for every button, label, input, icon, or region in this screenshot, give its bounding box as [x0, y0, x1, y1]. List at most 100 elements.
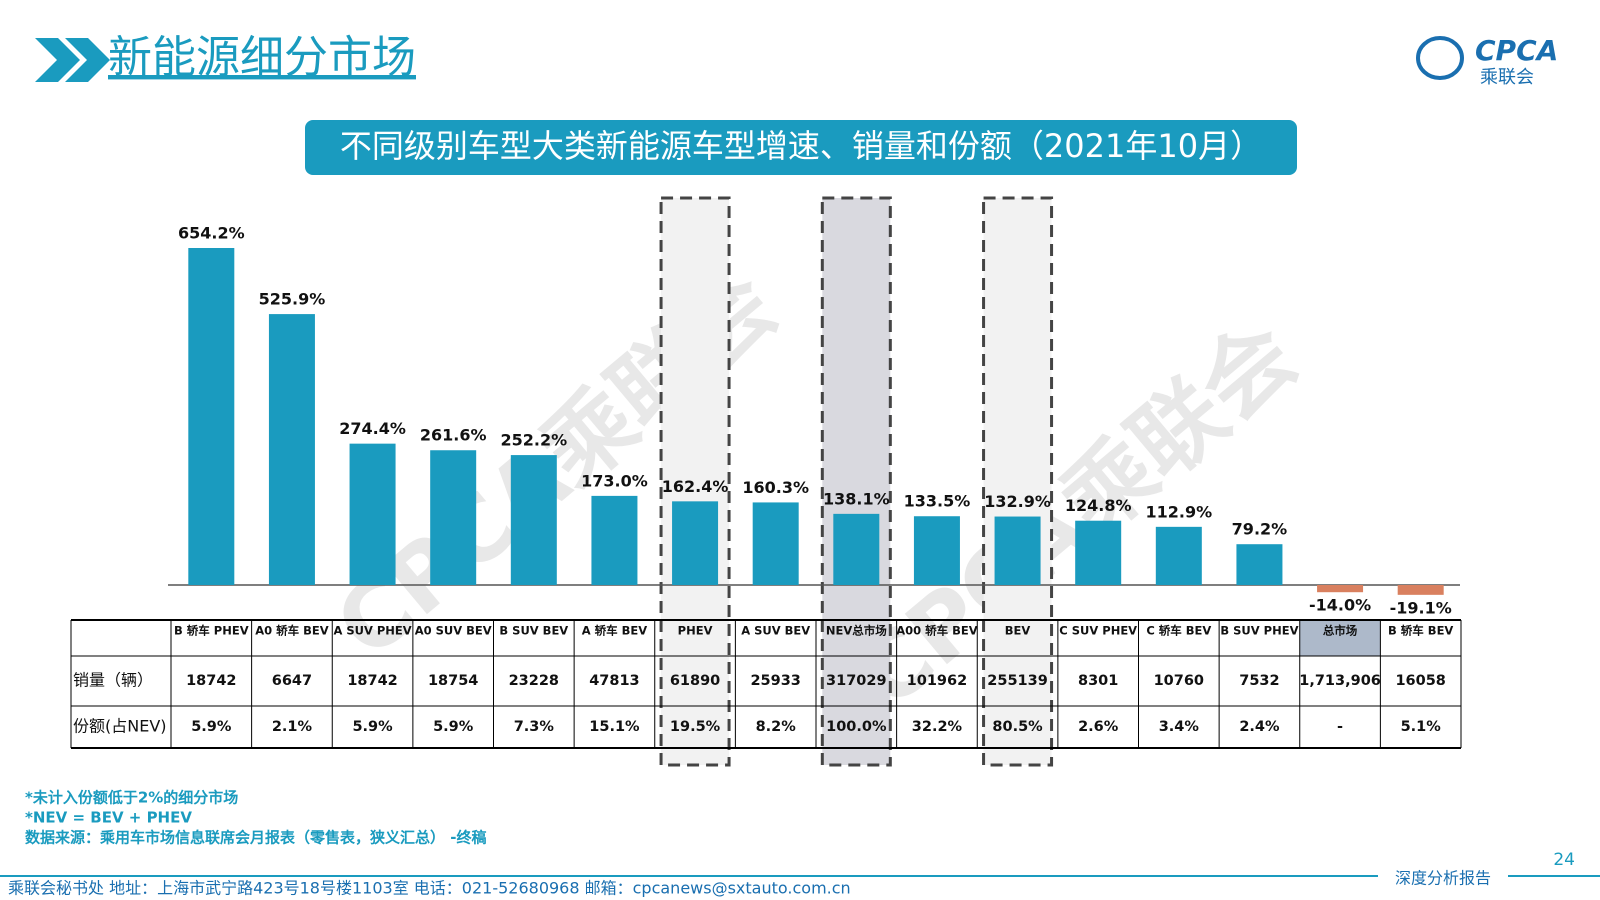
table-cell: 2.6%: [1078, 719, 1119, 735]
footnote: *NEV = BEV + PHEV: [25, 809, 192, 827]
bar: [188, 248, 235, 585]
table-header-cell: [1299, 620, 1381, 656]
column-header: A SUV BEV: [741, 624, 810, 638]
table-cell: 2.1%: [272, 719, 313, 735]
table-cell: 47813: [589, 673, 639, 689]
table-cell: 16058: [1395, 673, 1445, 689]
logo-text: CPCA: [1475, 34, 1558, 67]
bar: [1397, 585, 1444, 595]
value-label: 173.0%: [581, 471, 648, 490]
table-cell: 7532: [1239, 673, 1279, 689]
bar: [994, 516, 1041, 585]
table-cell: 5.9%: [352, 719, 393, 735]
bar: [349, 443, 396, 585]
page-title: 新能源细分市场: [108, 32, 416, 83]
value-label: 124.8%: [1065, 496, 1132, 515]
column-header: A0 轿车 BEV: [255, 624, 329, 638]
column-header: A 轿车 BEV: [582, 624, 648, 638]
column-header: BEV: [1005, 624, 1031, 638]
bar: [1236, 544, 1283, 585]
table-cell: 101962: [907, 673, 968, 689]
bar: [833, 513, 880, 585]
table-cell: 18754: [428, 673, 478, 689]
footer-report: 深度分析报告: [1395, 869, 1491, 888]
table-cell: 317029: [826, 673, 887, 689]
column-header: B SUV BEV: [499, 624, 568, 638]
table-cell: 18742: [347, 673, 397, 689]
table-cell: 18742: [186, 673, 236, 689]
value-label: 274.4%: [339, 419, 406, 438]
column-header: NEV总市场: [826, 624, 887, 638]
row-label: 份额(占NEV): [73, 717, 167, 736]
column-header: 总市场: [1323, 624, 1358, 638]
table-cell: 7.3%: [514, 719, 555, 735]
column-header: B 轿车 PHEV: [174, 624, 249, 638]
value-label: 133.5%: [904, 492, 971, 511]
value-label: 162.4%: [662, 477, 729, 496]
column-header: C 轿车 BEV: [1146, 624, 1211, 638]
value-label: -19.1%: [1390, 598, 1452, 617]
table-cell: 61890: [670, 673, 720, 689]
column-header: A SUV PHEV: [333, 624, 411, 638]
chart-title: 不同级别车型大类新能源车型增速、销量和份额（2021年10月）: [340, 127, 1262, 165]
bar: [913, 516, 960, 585]
value-label: 138.1%: [823, 489, 890, 508]
logo-subtext: 乘联会: [1480, 67, 1534, 88]
table-cell: 5.9%: [191, 719, 232, 735]
bar: [1317, 585, 1364, 593]
bar: [430, 450, 477, 585]
column-header: C SUV PHEV: [1059, 624, 1137, 638]
chevron-icon: [65, 38, 110, 82]
value-label: 160.3%: [742, 478, 809, 497]
bar: [672, 501, 719, 585]
value-label: 252.2%: [500, 431, 567, 450]
table-cell: 15.1%: [589, 719, 640, 735]
value-label: 654.2%: [178, 224, 245, 243]
column-header: B SUV PHEV: [1220, 624, 1298, 638]
value-label: 112.9%: [1145, 502, 1212, 521]
table-cell: 6647: [272, 673, 312, 689]
column-header: A00 轿车 BEV: [896, 624, 978, 638]
table-cell: 5.1%: [1401, 719, 1442, 735]
table-cell: 23228: [509, 673, 559, 689]
value-label: -14.0%: [1309, 596, 1371, 615]
column-header: A0 SUV BEV: [415, 624, 492, 638]
chevron-icon: [35, 38, 80, 82]
bar: [510, 455, 557, 585]
highlight-box: [982, 196, 1054, 767]
table-cell: 25933: [750, 673, 800, 689]
watermark: CPCA乘联会: [837, 303, 1316, 729]
table-cell: 10760: [1154, 673, 1204, 689]
table-cell: -: [1337, 719, 1343, 735]
highlight-box: [659, 196, 731, 767]
highlight-box: [820, 196, 892, 767]
table-cell: 255139: [987, 673, 1048, 689]
table-cell: 80.5%: [992, 719, 1043, 735]
value-label: 261.6%: [420, 426, 487, 445]
table-cell: 19.5%: [670, 719, 721, 735]
table-cell: 100.0%: [826, 719, 887, 735]
value-label: 525.9%: [259, 290, 326, 309]
table-cell: 32.2%: [912, 719, 963, 735]
table-cell: 2.4%: [1239, 719, 1280, 735]
bar: [591, 495, 638, 585]
table-cell: 3.4%: [1159, 719, 1200, 735]
table-cell: 5.9%: [433, 719, 474, 735]
logo-mark: [1416, 36, 1464, 80]
table-cell: 8301: [1078, 673, 1118, 689]
value-label: 132.9%: [984, 492, 1051, 511]
chart-title-banner: [305, 120, 1297, 175]
bar: [1155, 526, 1202, 585]
column-header: PHEV: [678, 624, 713, 638]
footnote: 数据来源：乘用车市场信息联席会月报表（零售表，狭义汇总） -终稿: [25, 829, 486, 847]
value-label: 79.2%: [1232, 520, 1288, 539]
column-header: B 轿车 BEV: [1388, 624, 1453, 638]
bar: [268, 314, 315, 585]
footnote: *未计入份额低于2%的细分市场: [25, 789, 238, 807]
table-cell: 1,713,906: [1299, 673, 1381, 689]
footer-contact: 乘联会秘书处 地址：上海市武宁路423号18号楼1103室 电话：021-526…: [8, 879, 851, 898]
page-number: 24: [1553, 850, 1575, 870]
bar: [1075, 520, 1122, 585]
